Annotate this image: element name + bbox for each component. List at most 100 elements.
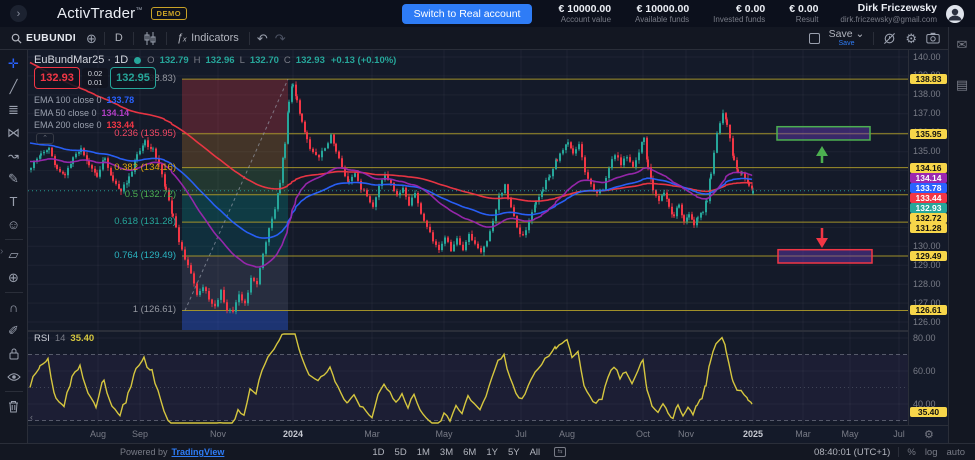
buy-button[interactable]: 132.95 [110, 67, 156, 89]
sell-button[interactable]: 132.93 [34, 67, 80, 89]
drawing-mode-tool-icon[interactable]: ✐ [8, 322, 19, 338]
fib-retracement-tool-icon[interactable]: ≣ [8, 101, 19, 117]
save-button[interactable]: Save ⌄ Save [828, 27, 865, 48]
zoom-in-tool-icon[interactable]: ⊕ [8, 269, 19, 285]
time-tick-Aug: Aug [558, 429, 576, 439]
tradingview-link[interactable]: TradingView [171, 447, 225, 457]
time-tick-May: May [841, 429, 859, 439]
time-tick-2024: 2024 [282, 429, 304, 439]
price-label-132.72: 132.72 [910, 213, 947, 223]
timeframe-button[interactable]: D [114, 32, 123, 44]
ema-legend-row[interactable]: EMA 100 close 0 133.78 [34, 94, 134, 107]
save-sub-label: Save [838, 40, 855, 48]
drawing-rectangle [777, 248, 873, 264]
layout-select-icon[interactable] [808, 32, 820, 44]
text-tool-icon[interactable]: T [9, 194, 18, 209]
avatar-icon[interactable] [945, 4, 965, 24]
crosshair-tool-icon[interactable]: ✛ [8, 55, 19, 71]
time-axis[interactable]: ⚙ Aug Sep Nov 2024 Mar May Jul Aug Oct Nov 2025 Mar… [28, 425, 948, 443]
price-tick: 135.00 [913, 146, 941, 156]
symbol-search[interactable]: EUBUNDI [8, 30, 79, 46]
emoji-tool-icon[interactable]: ☺ [6, 217, 21, 232]
axis-settings-gear-icon[interactable]: ⚙ [924, 429, 934, 441]
scale-button-percent[interactable]: % [907, 446, 916, 458]
price-label-134.16: 134.16 [910, 163, 947, 173]
pane-collapse-chevron[interactable]: ‹ [30, 412, 33, 422]
fib-label-0.764: 0.764 (129.49) [114, 250, 176, 261]
compare-add-icon[interactable]: ⊕ [85, 30, 97, 46]
rsi-period: 14 [54, 333, 66, 344]
undo-icon[interactable]: ↶ [256, 30, 268, 46]
range-button-all[interactable]: All [529, 446, 541, 458]
ema-value: 134.14 [101, 107, 130, 118]
clock[interactable]: 08:40:01 (UTC+1) [814, 446, 891, 458]
range-button-1y[interactable]: 1Y [486, 446, 498, 458]
account-stat: € 10000.00 Available funds [635, 2, 690, 24]
range-button-5d[interactable]: 5D [394, 446, 407, 458]
range-button-6m[interactable]: 6M [463, 446, 477, 458]
fib-label-0.618: 0.618 (131.28) [114, 216, 176, 227]
price-label-132.93: 132.93 [910, 203, 947, 213]
xabcd-pattern-tool-icon[interactable]: ⋈ [7, 124, 20, 140]
rsi-legend-row: RSI 14 35.40 [34, 333, 94, 344]
ohlc-key: O [147, 54, 155, 66]
ema-legend-rows: EMA 100 close 0 133.78 EMA 50 close 0 134.1… [34, 94, 134, 132]
trendline-tool-icon[interactable]: ╱ [9, 78, 18, 94]
header-expand-chevron[interactable]: › [10, 5, 27, 22]
range-button-3m[interactable]: 3M [439, 446, 454, 458]
alert-off-icon[interactable] [883, 32, 896, 45]
hide-all-tool-icon[interactable] [4, 368, 24, 385]
fib-label-0.5: 0.5 (132.72) [124, 189, 176, 200]
watchlist-expand-chevron[interactable]: › [0, 246, 4, 257]
time-tick-Nov: Nov [209, 429, 227, 439]
chart-toolbar: EUBUNDI ⊕ D ƒₓ Indicators ↶ ↷ Save ⌄ Sav… [0, 27, 948, 50]
range-button-1d[interactable]: 1D [372, 446, 385, 458]
range-button-1m[interactable]: 1M [416, 446, 430, 458]
price-label-131.28: 131.28 [910, 223, 947, 233]
remove-all-tool-icon[interactable] [4, 398, 24, 415]
scale-button-auto[interactable]: auto [946, 446, 966, 458]
ema-label: EMA 50 close 0 [34, 107, 97, 118]
switch-to-real-button[interactable]: Switch to Real account [401, 3, 533, 24]
ema-value: 133.44 [106, 120, 135, 130]
bottom-bar: Powered by TradingView 1D 5D 1M 3M 6M 1Y 5Y All… [0, 443, 975, 460]
ohlc-key: L [239, 54, 245, 66]
settings-gear-icon[interactable]: ⚙ [905, 30, 917, 46]
user-name: Dirk Friczewsky [857, 2, 937, 15]
price-axis[interactable]: 140.00139.00138.00137.00136.00135.00134.… [908, 50, 948, 425]
scale-buttons: % log auto [907, 447, 965, 458]
brush-tool-icon[interactable]: ✎ [8, 170, 19, 186]
redo-icon[interactable]: ↷ [274, 30, 286, 46]
time-tick-Nov: Nov [677, 429, 695, 439]
trademark: ™ [135, 7, 143, 14]
legend-collapse-button[interactable]: ⌃ [36, 133, 54, 144]
toolbar-divider [103, 31, 105, 45]
user-block[interactable]: Dirk Friczewsky dirk.friczewsky@gmail.co… [840, 2, 937, 24]
scale-button-log[interactable]: log [924, 446, 938, 458]
price-tick: 138.00 [913, 89, 941, 99]
news-icon[interactable]: ▤ [955, 77, 969, 92]
main-chart-canvas[interactable] [28, 50, 908, 425]
ema-legend-row[interactable]: EMA 50 close 0 134.14 [34, 107, 134, 120]
chart-area[interactable]: 0 (138.83)0.236 (135.95)0.382 (134.16)0.… [28, 50, 908, 425]
ema-value: 133.78 [106, 95, 135, 105]
account-stats: € 10000.00 Account value € 10000.00 Availab… [558, 3, 818, 24]
fib-trendline [184, 78, 289, 311]
time-tick-Jul: Jul [515, 429, 527, 439]
price-tick: 137.00 [913, 108, 941, 118]
messages-envelope-icon[interactable]: ✉ [956, 37, 968, 52]
forecast-tool-icon[interactable]: ↝ [8, 147, 19, 163]
candle-style-button[interactable] [141, 30, 159, 47]
ema-legend-row[interactable]: EMA 200 close 0 133.44 [34, 119, 134, 132]
indicators-button[interactable]: ƒₓ Indicators [174, 30, 242, 46]
measure-tool-icon[interactable]: ▱ [8, 246, 19, 262]
price-label-138.83: 138.83 [910, 74, 947, 84]
lock-all-tool-icon[interactable] [4, 345, 24, 362]
screenshot-camera-icon[interactable] [926, 32, 940, 44]
legend-symbol[interactable]: EuBundMar25 · 1D [34, 54, 129, 66]
magnet-tool-icon[interactable]: ∩ [8, 300, 19, 315]
reset-chart-icon[interactable]: ⇆ [554, 447, 567, 457]
range-button-5y[interactable]: 5Y [507, 446, 520, 458]
price-label-129.49: 129.49 [910, 251, 947, 261]
